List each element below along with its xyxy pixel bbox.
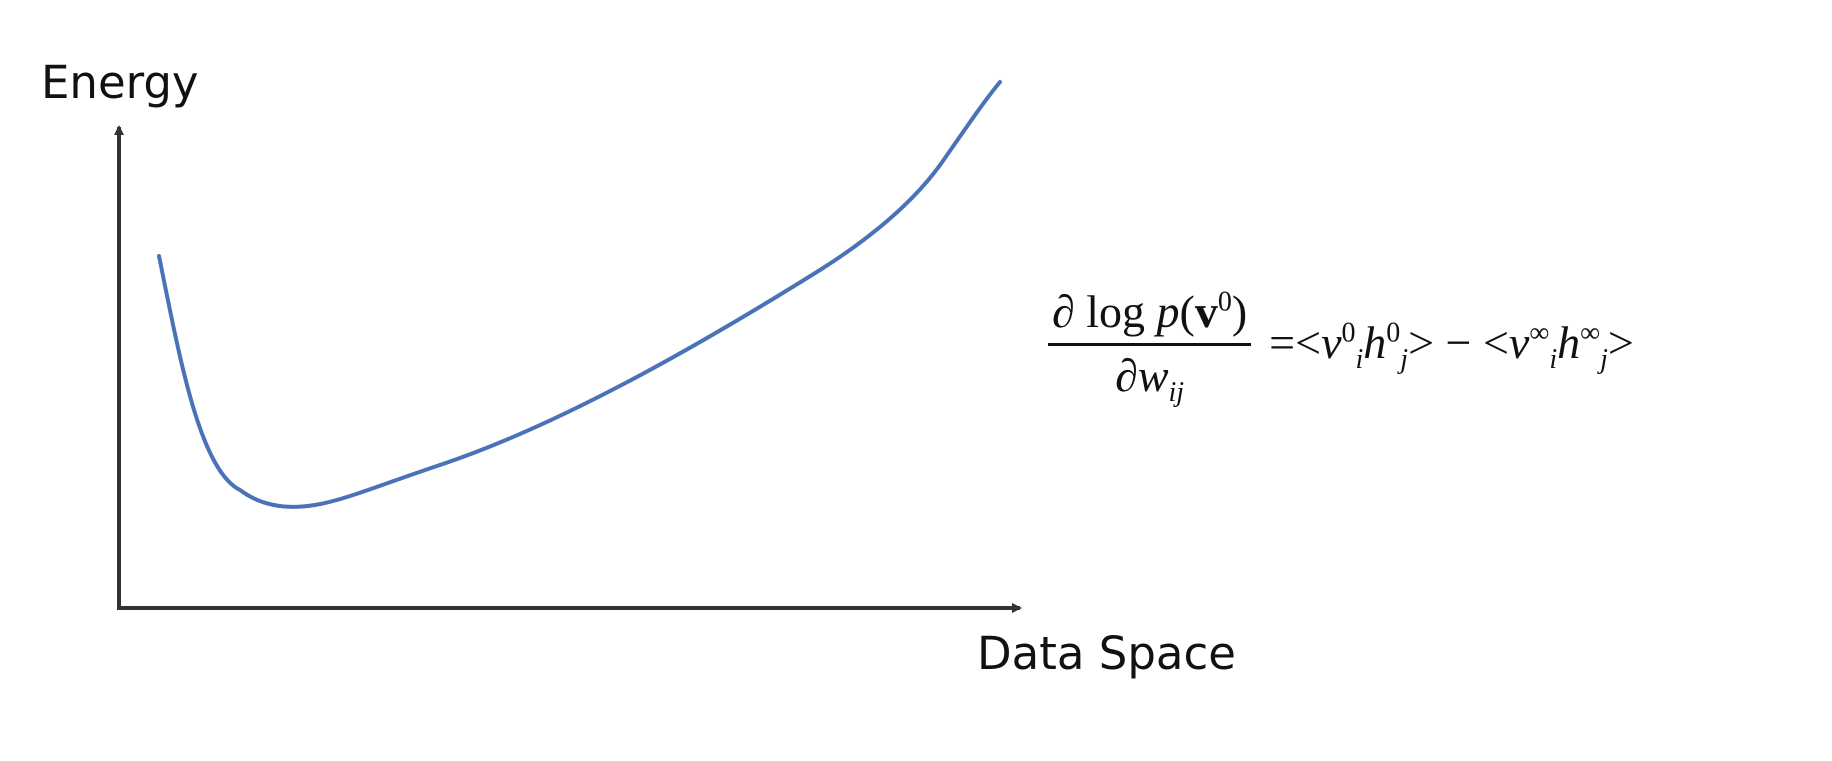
gradient-equation: ∂ log p(v0) ∂wij =<v0ih0j> − <v∞ih∞j> bbox=[1048, 286, 1634, 409]
equation-numerator: ∂ log p(v0) bbox=[1052, 286, 1248, 337]
equation-rhs: =<v0ih0j> − <v∞ih∞j> bbox=[1269, 316, 1634, 376]
energy-curve bbox=[157, 80, 1002, 509]
y-axis-label: Energy bbox=[41, 56, 199, 109]
equation-denominator: ∂wij bbox=[1115, 349, 1185, 409]
equation-fraction: ∂ log p(v0) ∂wij bbox=[1048, 286, 1252, 409]
fraction-bar bbox=[1048, 342, 1252, 346]
x-axis-label: Data Space bbox=[977, 627, 1236, 680]
